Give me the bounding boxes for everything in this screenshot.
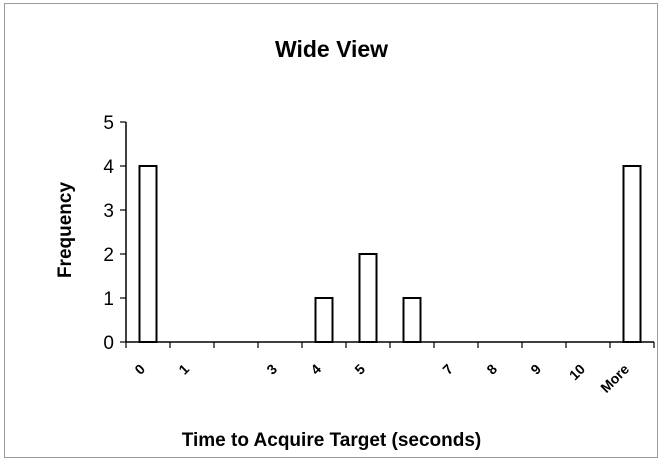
x-tick-label: 7 (439, 361, 456, 378)
chart-title: Wide View (274, 36, 389, 62)
x-tick-label: 4 (307, 361, 324, 378)
x-tick-label: 10 (566, 361, 588, 383)
x-axis-label: Time to Acquire Target (seconds) (181, 430, 482, 451)
y-tick-label: 2 (103, 245, 114, 266)
bar (138, 165, 158, 343)
x-tick-label: 1 (175, 361, 192, 378)
x-tick-label: 9 (527, 361, 544, 378)
chart-frame (4, 3, 658, 458)
x-tick-label: 8 (483, 361, 500, 378)
bar (358, 253, 378, 343)
x-tick-label: 3 (263, 361, 280, 378)
y-tick-label: 4 (103, 157, 114, 178)
x-tick-label: More (597, 361, 632, 396)
y-tick-label: 5 (103, 113, 114, 134)
bar (314, 297, 334, 343)
bar (402, 297, 422, 343)
x-tick-label: 5 (351, 361, 368, 378)
bar (622, 165, 642, 343)
y-tick-label: 0 (103, 333, 114, 354)
y-tick-label: 1 (103, 289, 114, 310)
y-tick-label: 3 (103, 201, 114, 222)
x-tick-label: 0 (131, 361, 148, 378)
